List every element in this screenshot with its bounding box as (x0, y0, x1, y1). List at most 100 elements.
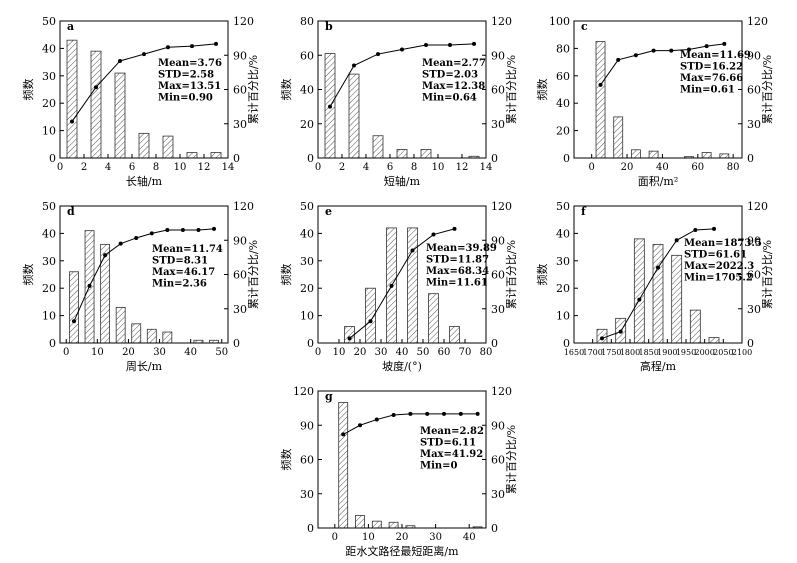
cumulative-point (633, 53, 638, 58)
y-axis-label: 频数 (535, 79, 549, 101)
x-tick-label: 10 (333, 347, 346, 358)
x-tick-label: 50 (417, 347, 430, 358)
x-tick-label: 8 (411, 162, 417, 173)
cumulative-point (637, 297, 642, 302)
y2-tick-label: 30 (747, 118, 761, 131)
cumulative-point (196, 227, 201, 232)
y-axis-label: 频数 (279, 449, 293, 471)
stats-line: Mean=11.69 (680, 50, 751, 61)
y-tick-label: 30 (42, 70, 56, 83)
histogram-bar (719, 153, 730, 159)
y2-tick-label: 90 (491, 234, 505, 247)
cumulative-point (431, 232, 436, 237)
x-tick-label: 20 (396, 532, 409, 543)
y2-tick-label: 120 (491, 200, 512, 213)
y-tick-label: 20 (42, 97, 56, 110)
cumulative-line (73, 228, 215, 322)
cumulative-point (72, 319, 76, 324)
stats-line: STD=16.22 (680, 62, 743, 73)
x-tick-label: 2100 (732, 348, 752, 357)
x-tick-label: 2050 (713, 348, 733, 357)
cumulative-point (358, 423, 362, 428)
stats-line: STD=6.11 (420, 438, 476, 449)
y-tick-label: 40 (42, 227, 56, 240)
histogram-bar (407, 227, 418, 344)
cumulative-point (94, 85, 98, 90)
cumulative-point (142, 52, 146, 57)
histogram-bar (115, 306, 126, 344)
histogram-bar (348, 73, 360, 159)
cumulative-point (472, 41, 476, 46)
cumulative-point (149, 231, 154, 236)
panel-letter: c (581, 20, 588, 33)
histogram-bar (371, 520, 382, 529)
cumulative-point (410, 248, 415, 253)
cumulative-point (328, 104, 332, 109)
y-tick-label: 50 (300, 200, 314, 213)
histogram-bar (671, 254, 683, 344)
y2-axis-label: 累计百分比/% (761, 240, 774, 309)
histogram-bar (428, 293, 439, 344)
panel-letter: a (67, 20, 74, 33)
y2-tick-label: 120 (491, 15, 512, 28)
y2-tick-label: 90 (233, 49, 247, 62)
y-axis-label: 频数 (21, 264, 35, 286)
x-tick-label: 10 (362, 532, 375, 543)
histogram-bar (633, 238, 645, 344)
stats-line: Mean=11.74 (152, 244, 223, 255)
histogram-bar (652, 243, 664, 344)
y-tick-label: 60 (556, 70, 570, 83)
y2-tick-label: 120 (491, 385, 512, 398)
x-tick-label: 1750 (601, 348, 621, 357)
y-tick-label: 20 (556, 125, 570, 138)
y-tick-label: 20 (300, 118, 314, 131)
y-tick-label: 30 (556, 255, 570, 268)
y2-axis-label: 累计百分比/% (505, 55, 518, 124)
cumulative-point (408, 411, 413, 416)
y2-axis-label: 累计百分比/% (247, 55, 260, 124)
x-tick-label: 1650 (564, 348, 584, 357)
x-axis-label: 高程/m (640, 359, 677, 373)
y-tick-label: 10 (42, 310, 56, 323)
y2-axis-label: 累计百分比/% (247, 240, 260, 309)
histogram-bar (186, 152, 198, 159)
y-tick-label: 50 (556, 200, 570, 213)
stats-line: Mean=2.82 (420, 426, 484, 437)
y2-tick-label: 30 (233, 303, 247, 316)
x-axis-label: 周长/m (126, 360, 163, 373)
x-tick-label: 10 (91, 347, 104, 358)
cumulative-point (712, 226, 716, 231)
panel-d: 0 10 20 30 40 50 0 10 20 30 40 50 0 30 60 90 120 周长/m 频数 累计… (21, 200, 260, 373)
y-tick-label: 90 (300, 419, 314, 432)
cumulative-point (118, 241, 123, 246)
y-tick-label: 40 (42, 42, 56, 55)
stats-line: Min=1705.2 (684, 273, 753, 284)
cumulative-line (349, 228, 455, 339)
y-axis-label: 频数 (535, 264, 549, 286)
x-tick-label: 70 (459, 347, 472, 358)
y-tick-label: 60 (300, 49, 314, 62)
cumulative-point (704, 44, 709, 49)
y2-tick-label: 0 (233, 337, 240, 350)
cumulative-point (722, 41, 727, 46)
y-tick-label: 40 (556, 97, 570, 110)
panel-letter: e (325, 205, 332, 218)
histogram-bar (138, 132, 150, 159)
cumulative-point (425, 411, 430, 416)
cumulative-point (674, 238, 679, 243)
stats-line: STD=61.61 (684, 250, 747, 261)
stats-line: Mean=1873.5 (684, 238, 762, 249)
y2-tick-label: 60 (491, 454, 505, 467)
y-tick-label: 60 (300, 454, 314, 467)
x-tick-label: 40 (396, 347, 409, 358)
cumulative-point (376, 52, 380, 57)
histogram-bar (708, 337, 720, 344)
y-tick-label: 80 (300, 15, 314, 28)
panel-g: 0 10 20 30 40 0 30 60 90 120 0 30 60 90 120 距水文路径最短距离/m… (279, 385, 518, 558)
y2-tick-label: 60 (747, 269, 761, 282)
panel-letter: b (325, 20, 333, 33)
x-tick-label: 1900 (657, 348, 677, 357)
x-tick-label: 14 (222, 162, 235, 173)
